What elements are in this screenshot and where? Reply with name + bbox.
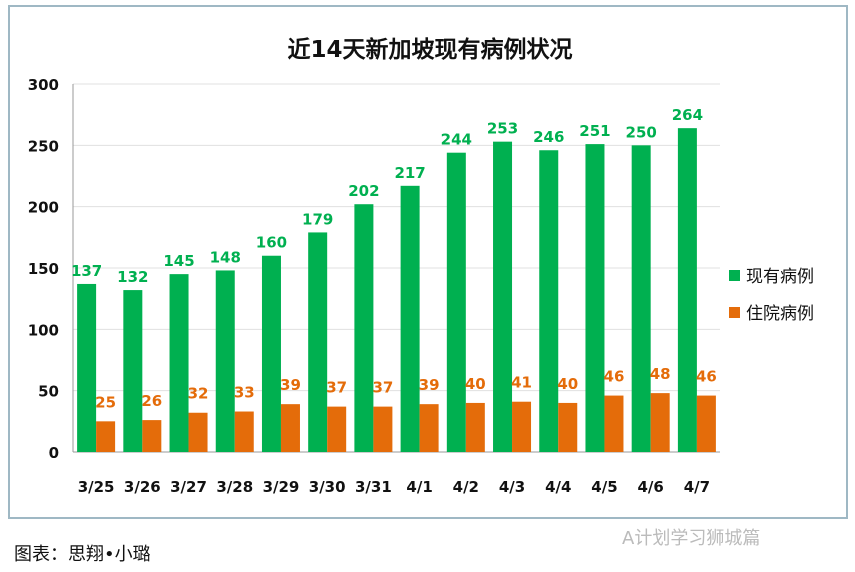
data-label: 48: [650, 365, 671, 383]
data-label: 250: [626, 123, 657, 141]
x-tick-label: 3/28: [216, 478, 253, 496]
bar-active: [308, 232, 328, 452]
data-label: 244: [441, 131, 472, 149]
bar-active: [123, 290, 143, 452]
y-tick-label: 200: [28, 199, 59, 217]
x-tick-label: 3/26: [124, 478, 161, 496]
legend-swatch: [729, 307, 740, 318]
bar-hospitalized: [558, 402, 578, 452]
y-tick-label: 100: [28, 321, 59, 339]
watermark: A计划学习狮城篇: [622, 528, 761, 549]
bar-active: [631, 145, 651, 453]
bar-active: [493, 141, 513, 453]
data-label: 32: [188, 385, 209, 403]
data-label: 41: [511, 374, 532, 392]
bar-hospitalized: [373, 406, 393, 452]
x-tick-label: 3/29: [263, 478, 300, 496]
bar-active: [585, 144, 605, 452]
bar-active: [354, 204, 374, 452]
bar-hospitalized: [650, 393, 670, 452]
data-label: 202: [348, 182, 379, 200]
x-tick-label: 4/7: [684, 478, 710, 496]
bar-hospitalized: [604, 395, 624, 452]
data-label: 246: [533, 128, 564, 146]
x-tick-label: 3/25: [78, 478, 115, 496]
bar-hospitalized: [327, 406, 347, 452]
x-tick-label: 4/4: [545, 478, 571, 496]
bar-active: [446, 152, 466, 452]
data-label: 132: [117, 268, 148, 286]
data-label: 39: [280, 376, 301, 394]
data-label: 46: [696, 368, 717, 386]
data-label: 145: [163, 252, 194, 270]
x-tick-label: 4/3: [499, 478, 525, 496]
bar-hospitalized: [142, 420, 162, 452]
data-label: 179: [302, 210, 333, 228]
bar-hospitalized: [280, 404, 300, 452]
caption: 图表：思翔•小璐: [14, 544, 151, 565]
bar-active: [539, 150, 559, 453]
data-label: 264: [672, 106, 703, 124]
data-label: 40: [557, 375, 578, 393]
data-label: 253: [487, 120, 518, 138]
data-label: 217: [394, 164, 425, 182]
bar-hospitalized: [419, 404, 439, 452]
bar-active: [215, 270, 235, 452]
x-tick-label: 3/30: [309, 478, 346, 496]
x-tick-label: 4/6: [637, 478, 663, 496]
data-label: 148: [210, 248, 241, 266]
chart: 近14天新加坡现有病例状况 0 50 100 150 200 250 300 3/25 137 25…: [28, 36, 814, 496]
data-label: 40: [465, 375, 486, 393]
legend-label: 住院病例: [746, 304, 814, 324]
data-label: 25: [95, 393, 116, 411]
bar-active: [400, 185, 420, 452]
data-label: 33: [234, 384, 255, 402]
bar-hospitalized: [696, 395, 716, 452]
bar-active: [261, 255, 281, 452]
bar-active: [169, 274, 189, 452]
x-tick-label: 3/31: [355, 478, 392, 496]
y-tick-label: 0: [49, 444, 59, 462]
data-label: 37: [372, 379, 393, 397]
x-tick-label: 3/27: [170, 478, 207, 496]
data-label: 37: [326, 379, 347, 397]
bar-hospitalized: [96, 421, 116, 452]
legend-label: 现有病例: [746, 267, 814, 287]
bar-hospitalized: [465, 402, 485, 452]
bar-hospitalized: [512, 401, 532, 452]
data-label: 46: [604, 368, 625, 386]
bar-active: [677, 128, 697, 452]
y-tick-label: 250: [28, 137, 59, 155]
data-label: 26: [141, 392, 162, 410]
data-label: 251: [579, 122, 610, 140]
y-tick-label: 300: [28, 76, 59, 94]
data-label: 39: [419, 376, 440, 394]
y-tick-label: 150: [28, 260, 59, 278]
x-tick-label: 4/5: [591, 478, 617, 496]
y-tick-label: 50: [38, 383, 59, 401]
x-tick-label: 4/2: [453, 478, 479, 496]
bar-hospitalized: [188, 412, 208, 452]
bar-active: [77, 283, 97, 452]
bar-hospitalized: [234, 411, 254, 452]
data-label: 137: [71, 262, 102, 280]
chart-title: 近14天新加坡现有病例状况: [287, 36, 572, 63]
legend-swatch: [729, 270, 740, 281]
data-label: 160: [256, 234, 287, 252]
x-tick-label: 4/1: [406, 478, 432, 496]
